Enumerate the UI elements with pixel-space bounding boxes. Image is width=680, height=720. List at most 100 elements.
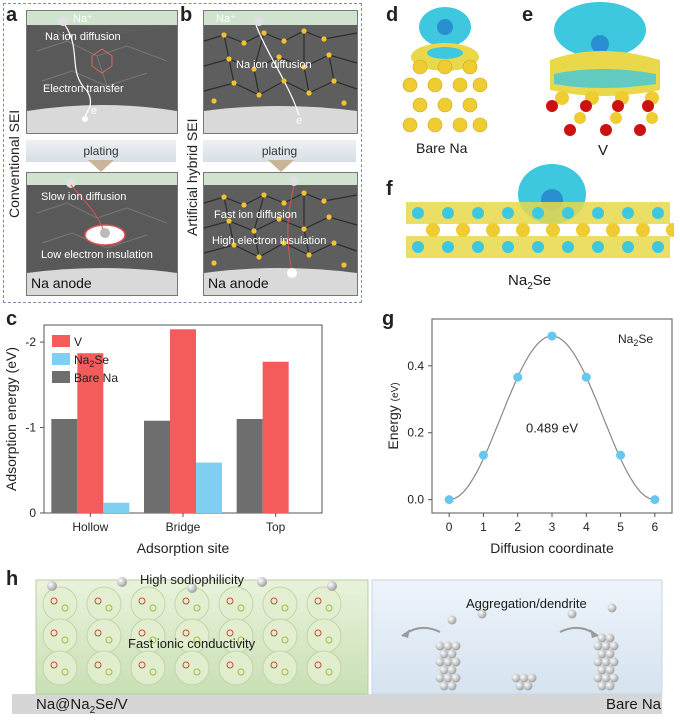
dendrite-ball <box>593 641 603 651</box>
grain-red <box>270 629 278 637</box>
sei-dot <box>281 38 287 44</box>
atom-pattern <box>562 241 574 253</box>
data-point <box>513 372 523 382</box>
panel-a-top-scene: Na⁺ Na ion diffusion Electron transfer e <box>26 10 178 134</box>
panel-h-illustration <box>12 577 663 714</box>
panel-f-label: Na2Se <box>508 272 551 292</box>
atom-sphere <box>516 223 530 237</box>
x-tick-label: 1 <box>480 520 487 534</box>
grain-red <box>314 629 322 637</box>
atom-sphere <box>472 77 488 93</box>
grain-green <box>149 668 157 676</box>
atom-oxygen <box>580 100 592 112</box>
dendrite-ball <box>597 665 607 675</box>
na-ion <box>447 615 457 625</box>
sei-dot <box>331 240 337 246</box>
dendrite-ball <box>527 673 537 683</box>
dendrite-ball <box>435 641 445 651</box>
atom-sphere <box>427 117 443 133</box>
grain-green <box>237 604 245 612</box>
grain-red <box>50 597 58 605</box>
na-ion <box>567 609 577 619</box>
dendrite-ball <box>593 657 603 667</box>
x-tick-label: Hollow <box>72 520 108 534</box>
grain-green <box>193 604 201 612</box>
sei-dot <box>261 192 267 198</box>
grain-green <box>105 604 113 612</box>
na-sphere <box>218 586 254 622</box>
schematic-frame <box>3 3 362 303</box>
panel-a-plating-arrow <box>88 160 114 172</box>
panel-b-plating-banner: plating <box>203 140 356 162</box>
atom-oxygen <box>642 100 654 112</box>
atom-sphere <box>452 77 468 93</box>
na-sphere <box>262 586 298 622</box>
panel-h-left-label: Na@Na2Se/V <box>36 696 128 716</box>
na-sphere <box>86 618 122 654</box>
atom-pattern <box>592 207 604 219</box>
sei-dot <box>301 226 307 232</box>
grain-green <box>325 604 333 612</box>
dendrite-ball <box>439 681 449 691</box>
na-ion <box>477 609 487 619</box>
panel-f-label-main: Na <box>508 272 528 289</box>
atom-pattern <box>592 241 604 253</box>
panel-d-label: Bare Na <box>416 140 468 156</box>
dendrite-ball <box>451 673 461 683</box>
atom-pattern <box>622 207 634 219</box>
dendrite-ball <box>605 681 615 691</box>
data-point <box>650 495 660 505</box>
atom-sphere <box>456 223 470 237</box>
grain-red <box>182 629 190 637</box>
y-tick-label: 0.2 <box>407 426 424 440</box>
na-sphere <box>42 586 78 622</box>
atom-sphere <box>402 117 418 133</box>
grain-red <box>138 629 146 637</box>
atom-sphere <box>437 59 453 75</box>
bar-bare-na <box>144 420 170 513</box>
atom-pattern <box>622 241 634 253</box>
dendrite-ball <box>439 665 449 675</box>
dendrite-ball <box>597 633 607 643</box>
na-sphere <box>306 618 342 654</box>
barrier-annotation: 0.489 eV <box>526 421 578 436</box>
sei-dot <box>211 98 217 104</box>
sei-dot <box>326 214 332 220</box>
dendrite-ball <box>597 681 607 691</box>
panel-b-top-scene: Na⁺ Na ion diffusion e <box>203 10 358 134</box>
dendrite-ball <box>443 641 453 651</box>
grain-green <box>281 604 289 612</box>
na-sphere <box>262 650 298 686</box>
atom-sphere <box>412 59 428 75</box>
sei-dot <box>231 242 237 248</box>
grain-red <box>270 661 278 669</box>
na-sphere <box>306 650 342 686</box>
atom-sphere <box>437 97 453 113</box>
grain-green <box>149 604 157 612</box>
grain-red <box>50 629 58 637</box>
sei-dot <box>241 202 247 208</box>
atom-pattern <box>442 241 454 253</box>
grain-green <box>193 636 201 644</box>
y-axis-title: Adsorption energy (eV) <box>3 347 19 491</box>
sei-dot <box>281 200 287 206</box>
panel-h-aggregation-text: Aggregation/dendrite <box>466 596 587 611</box>
atom-pattern <box>472 207 484 219</box>
dendrite-ball <box>451 657 461 667</box>
na-sphere <box>306 586 342 622</box>
x-tick-label: Top <box>266 520 286 534</box>
sei-dot <box>321 198 327 204</box>
atom-oxygen <box>600 124 612 136</box>
energy-curve <box>449 335 655 501</box>
panel-b-diffusion-text: Na ion diffusion <box>236 59 312 71</box>
grain-red <box>50 661 58 669</box>
dendrite-ball <box>609 641 619 651</box>
data-point <box>581 372 591 382</box>
panel-b-fast-text: Fast ion diffusion <box>214 209 297 221</box>
grain-green <box>61 604 69 612</box>
data-point <box>547 331 557 341</box>
chart-adsorption-energy: -2 -1 0 Hollow Bridge Top Adsorption energy (e… <box>3 324 323 556</box>
na-ion <box>257 577 267 587</box>
grain-red <box>226 661 234 669</box>
grain-red <box>226 629 234 637</box>
